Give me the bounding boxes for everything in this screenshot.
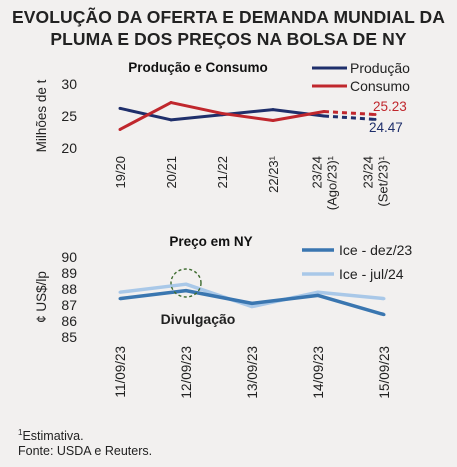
chart1-point-consumo <box>118 127 122 131</box>
chart2-xtick-label: 15/09/23 <box>377 346 392 399</box>
chart1-ylabel: Milhões de t <box>34 79 49 152</box>
chart1-ytick-label: 25 <box>61 108 77 124</box>
chart2-xtick-label: 11/09/23 <box>113 346 128 398</box>
chart2-ytick-label: 85 <box>61 329 77 345</box>
chart1-point-consumo <box>322 110 326 114</box>
chart1-point-producao <box>118 106 122 110</box>
chart2-ytick-label: 86 <box>61 313 77 329</box>
chart2-ytick-label: 90 <box>61 249 77 265</box>
chart2-legend-label-ice-dez23: Ice - dez/23 <box>339 242 412 258</box>
title-line-1: EVOLUÇÃO DA OFERTA E DEMANDA MUNDIAL DA <box>12 7 445 27</box>
chart1-title: Produção e Consumo <box>128 60 268 75</box>
page-title: EVOLUÇÃO DA OFERTA E DEMANDA MUNDIAL DA … <box>0 6 457 50</box>
footnote-text: Estimativa. <box>22 429 84 444</box>
chart1-legend-label-consumo: Consumo <box>350 78 410 94</box>
chart1-xtick-label: 23/24 <box>361 156 376 189</box>
chart2-point-ice-dez23 <box>250 301 254 305</box>
chart1-xtick-label: (Set/23)¹ <box>376 155 391 206</box>
chart2-point-ice-jul24 <box>184 282 188 286</box>
chart1-xtick-label: 23/24 <box>310 156 325 189</box>
chart2-point-ice-dez23 <box>118 297 122 301</box>
chart1-point-producao <box>373 117 377 121</box>
chart1-xtick-label: 21/22 <box>215 156 230 189</box>
footnote: 1Estimativa. <box>18 428 84 443</box>
chart2-point-ice-jul24 <box>316 290 320 294</box>
chart2-point-ice-jul24 <box>118 290 122 294</box>
chart2-ytick-label: 87 <box>61 297 77 313</box>
chart1-series-consumo-dashed <box>323 110 376 117</box>
chart1-xtick-label: (Ago/23)¹ <box>325 155 340 210</box>
chart2-ytick-label: 89 <box>61 265 77 281</box>
title-line-2: PLUMA E DOS PREÇOS NA BOLSA DE NY <box>50 29 407 49</box>
chart1-data-label-producao: 24.47 <box>369 120 403 135</box>
chart2-xtick-label: 13/09/23 <box>245 346 260 399</box>
chart1-point-consumo <box>271 118 275 122</box>
chart2-point-ice-jul24 <box>250 305 254 309</box>
chart1-xtick-label: 22/23¹ <box>266 155 281 193</box>
chart1-ytick-label: 30 <box>61 76 77 92</box>
chart2-annotation-label: Divulgação <box>161 311 236 327</box>
chart2-point-ice-dez23 <box>382 313 386 317</box>
source-note: Fonte: USDA e Reuters. <box>18 444 153 458</box>
chart1-ytick-label: 20 <box>61 140 77 156</box>
chart2-annotation-circle <box>170 268 202 298</box>
chart2-title: Preço em NY <box>169 234 252 249</box>
chart1-point-consumo <box>220 111 224 115</box>
chart2-point-ice-dez23 <box>316 293 320 297</box>
chart2-point-ice-jul24 <box>382 297 386 301</box>
chart1-point-producao <box>271 108 275 112</box>
chart2-xtick-label: 14/09/23 <box>311 346 326 399</box>
chart2-ytick-label: 88 <box>61 281 77 297</box>
chart2-point-ice-dez23 <box>184 289 188 293</box>
chart1-point-consumo <box>169 101 173 105</box>
chart2-legend-label-ice-jul24: Ice - jul/24 <box>339 266 404 282</box>
chart1-legend-label-producao: Produção <box>350 60 410 76</box>
chart1-xtick-label: 20/21 <box>164 156 179 189</box>
chart2-xtick-label: 12/09/23 <box>179 346 194 399</box>
chart2-ylabel: ¢ US$/lp <box>34 271 49 323</box>
chart1-data-label-consumo: 25.23 <box>373 99 407 114</box>
chart1-point-producao <box>169 118 173 122</box>
chart1-series-producao-dashed <box>323 114 376 121</box>
footnote-mark: 1 <box>18 428 23 437</box>
chart1-point-producao <box>322 114 326 118</box>
chart1-xtick-label: 19/20 <box>113 156 128 189</box>
chart1-point-consumo <box>373 113 377 117</box>
